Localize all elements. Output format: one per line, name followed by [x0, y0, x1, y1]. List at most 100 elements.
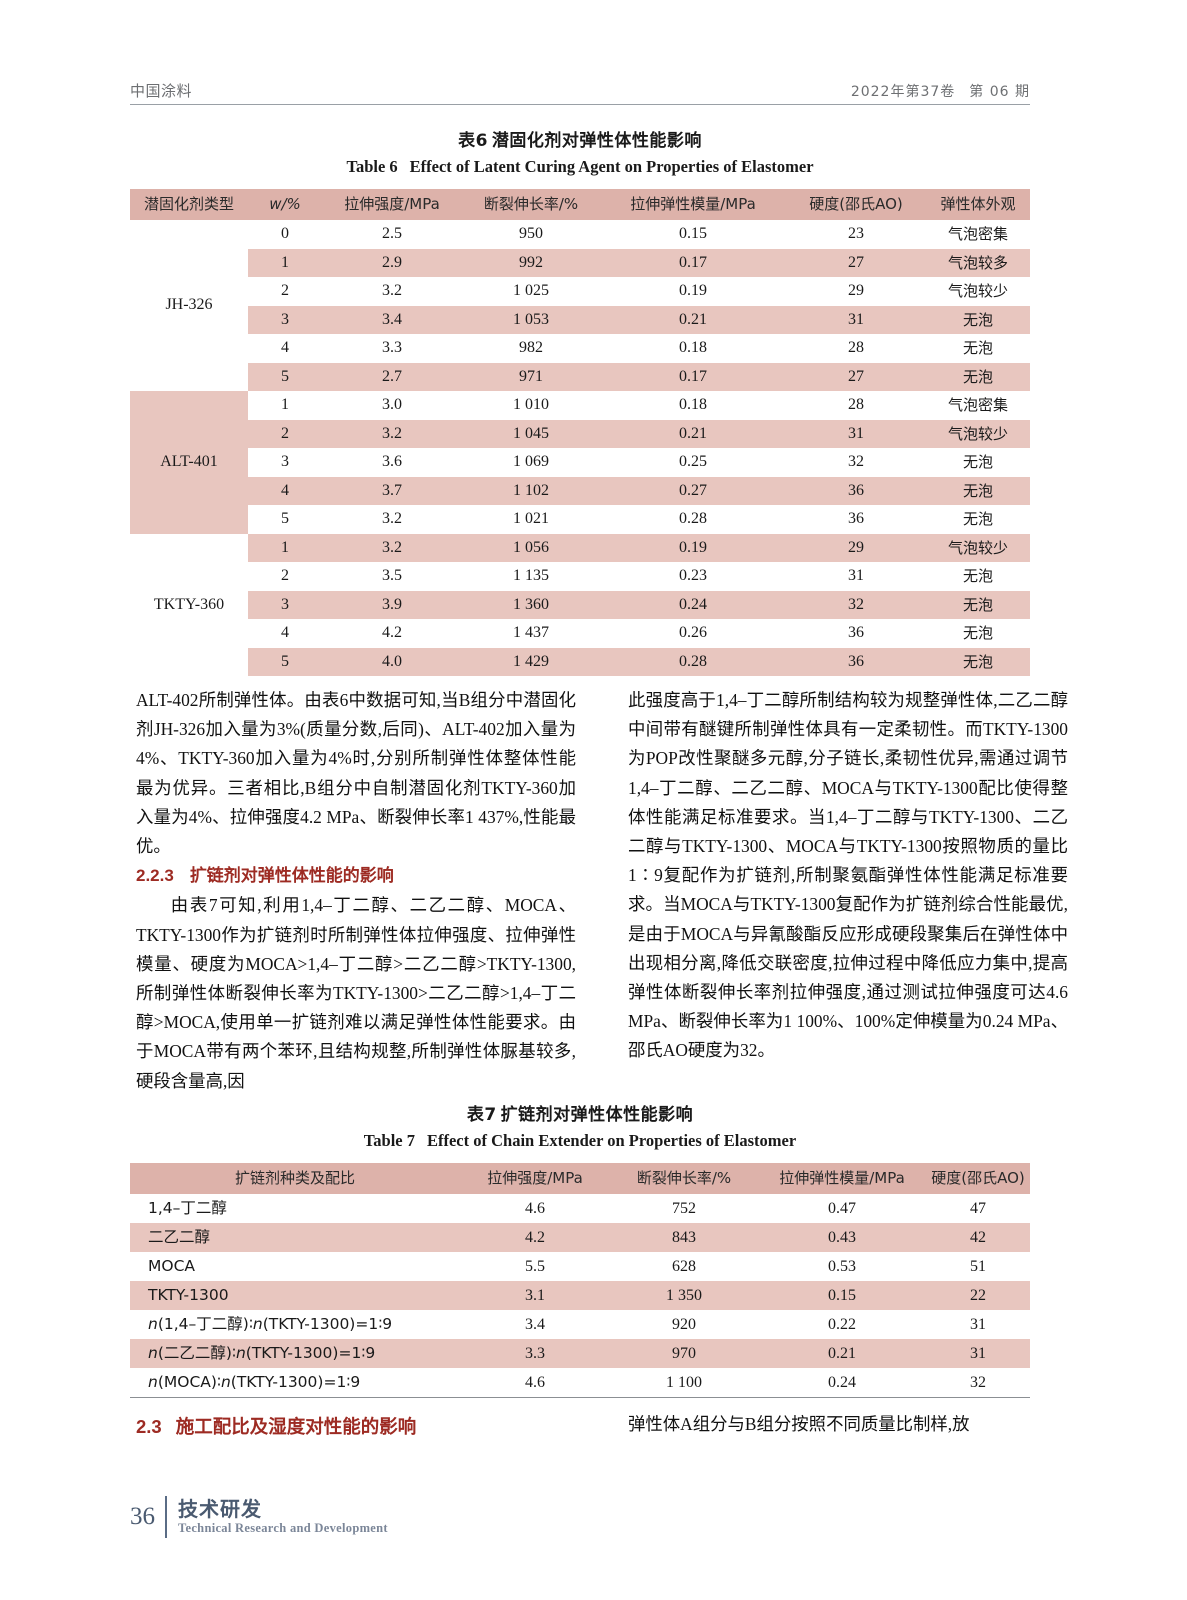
table-cell: 1 102 [513, 481, 549, 499]
table7-col-1: 拉伸强度/MPa [460, 1163, 610, 1194]
table-cell: 0 [281, 225, 289, 242]
table-cell: 920 [672, 1316, 696, 1333]
left-column-part2: 2.3 施工配比及湿度对性能的影响 [136, 1412, 596, 1442]
table-cell: 1 100 [666, 1374, 702, 1391]
right-column-part2: 弹性体A组分与B组分按照不同质量比制样,放 [628, 1410, 1068, 1439]
heading-2-3: 2.3 施工配比及湿度对性能的影响 [136, 1412, 596, 1442]
table7-col-0: 扩链剂种类及配比 [130, 1163, 460, 1194]
footer-divider [165, 1496, 167, 1538]
table-cell: 3.7 [382, 481, 402, 499]
table-cell: TKTY-1300 [148, 1286, 229, 1304]
table6-col-1: w/% [248, 189, 322, 220]
table-cell: 23 [848, 225, 864, 242]
table-cell: 2.9 [382, 253, 402, 271]
table-cell: 0.17 [679, 253, 707, 271]
table-cell: 36 [848, 624, 864, 641]
page-footer: 36 技术研发 Technical Research and Developme… [130, 1496, 388, 1538]
table-cell: 971 [519, 367, 543, 385]
table-cell: 0.23 [679, 567, 707, 584]
table-cell: 3.4 [382, 310, 402, 328]
table7-col-4: 硬度(邵氏AO) [926, 1163, 1030, 1194]
table-cell: 22 [970, 1287, 986, 1304]
table-cell: 4 [281, 339, 289, 356]
table-row: TKTY-360 1 3.2 1 056 0.19 29 气泡较少 [130, 533, 1030, 676]
table-cell: 36 [848, 652, 864, 670]
table6-caption-en: Table 6 Effect of Latent Curing Agent on … [130, 157, 1030, 177]
table-cell: 无泡 [962, 339, 993, 357]
table-cell: 32 [848, 595, 864, 613]
table-cell: 982 [519, 339, 543, 356]
curing-agent-group-label: JH-326 [130, 220, 248, 391]
heading-2-3-text: 施工配比及湿度对性能的影响 [175, 1417, 417, 1438]
table-cell: 1 069 [513, 453, 549, 470]
table-cell: 752 [672, 1200, 696, 1217]
header-rule [130, 104, 1030, 105]
table-cell: 气泡密集 [947, 225, 1008, 243]
table6-body: JH-326 0 2.5 950 0.15 23 气泡密集 1 2.9 992 0.17 27 气泡较多… [130, 220, 1030, 676]
table-cell: 970 [672, 1345, 696, 1362]
table-cell: 3.2 [382, 538, 402, 556]
table-row: n(二乙二醇)∶n(TKTY-1300)=1∶9 3.3 970 0.21 31 [130, 1339, 1030, 1368]
table-row: 5 3.2 1 021 0.28 36 无泡 [130, 505, 1030, 534]
table-cell: 4 [281, 481, 289, 499]
table-cell: 1 350 [666, 1287, 702, 1304]
table6-col-4: 拉伸弹性模量/MPa [600, 189, 786, 220]
table-row: 1,4–丁二醇 4.6 752 0.47 47 [130, 1194, 1030, 1223]
table-cell: 0.21 [828, 1345, 856, 1362]
table-cell: 0.43 [828, 1229, 856, 1246]
table-row: 2 3.5 1 135 0.23 31 无泡 [130, 562, 1030, 591]
table6-caption-en-num: Table 6 [346, 157, 398, 176]
journal-name: 中国涂料 [130, 82, 193, 100]
table-cell: 3.3 [382, 339, 402, 356]
table-cell: 5 [281, 367, 289, 385]
table-cell: 无泡 [962, 567, 993, 585]
curing-agent-group-label: TKTY-360 [130, 533, 248, 676]
table-cell: 无泡 [962, 510, 993, 528]
heading-2-2-3: 2.2.3 扩链剂对弹性体性能的影响 [136, 861, 576, 891]
table-cell: 36 [848, 510, 864, 527]
table-cell: 992 [519, 253, 543, 271]
table6-col-5: 硬度(邵氏AO) [786, 189, 926, 220]
paragraph-right-1: 此强度高于1,4–丁二醇所制结构较为规整弹性体,二乙二醇中间带有醚键所制弹性体具… [628, 690, 1068, 1061]
table-cell: 4.0 [382, 652, 402, 670]
table-cell: 3.3 [525, 1345, 545, 1362]
table6-header-row: 潜固化剂类型 w/% 拉伸强度/MPa 断裂伸长率/% 拉伸弹性模量/MPa 硬… [130, 189, 1030, 220]
table-cell: 0.15 [679, 225, 707, 242]
table-cell: MOCA [148, 1257, 195, 1275]
table-cell: 0.28 [679, 652, 707, 670]
table-cell: 47 [970, 1200, 986, 1217]
table7-caption-cn-num: 表7 [466, 1105, 497, 1125]
footer-section: 技术研发 Technical Research and Development [178, 1498, 388, 1536]
paragraph-left-1: ALT-402所制弹性体。由表6中数据可知,当B组分中潜固化剂JH-326加入量… [136, 690, 576, 857]
table-cell: 32 [848, 453, 864, 470]
table-cell: 2 [281, 282, 289, 299]
table-cell: 气泡密集 [947, 396, 1008, 414]
table-cell: 气泡较少 [947, 538, 1008, 557]
table7-body: 1,4–丁二醇 4.6 752 0.47 47 二乙二醇 4.2 843 0.43 42 MOCA 5… [130, 1194, 1030, 1397]
heading-2-2-3-text: 扩链剂对弹性体性能的影响 [189, 866, 394, 887]
table-cell: 3.9 [382, 595, 402, 613]
footer-section-en: Technical Research and Development [178, 1521, 388, 1535]
table-cell: 无泡 [962, 595, 993, 614]
table-row: ALT-401 1 3.0 1 010 0.18 28 气泡密集 [130, 391, 1030, 534]
table-cell: 1 056 [513, 538, 549, 556]
table-row: 4 4.2 1 437 0.26 36 无泡 [130, 619, 1030, 648]
table-cell: 32 [970, 1374, 986, 1391]
table-cell: 2.7 [382, 367, 402, 385]
table-cell: 4 [281, 624, 289, 641]
issue-year: 2022年第37卷 [850, 84, 956, 100]
table-cell: 无泡 [962, 624, 993, 642]
table-cell: 1 429 [513, 652, 549, 670]
table-row: 1 2.9 992 0.17 27 气泡较多 [130, 248, 1030, 277]
table7-header-row: 扩链剂种类及配比 拉伸强度/MPa 断裂伸长率/% 拉伸弹性模量/MPa 硬度(… [130, 1163, 1030, 1194]
table6-caption-cn: 表6 潜固化剂对弹性体性能影响 [130, 126, 1030, 151]
table-cell: 1 053 [513, 310, 549, 328]
running-head: 中国涂料 2022年第37卷第 06 期 [130, 80, 1030, 101]
left-column-part1: ALT-402所制弹性体。由表6中数据可知,当B组分中潜固化剂JH-326加入量… [136, 686, 576, 1096]
table-cell: 4.2 [525, 1229, 545, 1246]
table-row: MOCA 5.5 628 0.53 51 [130, 1252, 1030, 1281]
table-cell: n(二乙二醇)∶n(TKTY-1300)=1∶9 [148, 1344, 376, 1362]
table-cell: 0.17 [679, 367, 707, 385]
table-row: 3 3.4 1 053 0.21 31 无泡 [130, 305, 1030, 334]
